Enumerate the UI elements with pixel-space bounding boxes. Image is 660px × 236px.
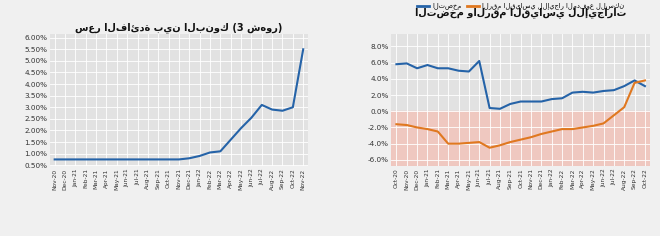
- Bar: [391, 111, 650, 166]
- Title: سعر الفائدة بين البنوك (3 شهور): سعر الفائدة بين البنوك (3 شهور): [75, 22, 282, 33]
- Title: التضخم والرقم القياسي للإيجارات: التضخم والرقم القياسي للإيجارات: [415, 7, 626, 18]
- Legend: التضخم, الرقم القياسي للإيجار المدفوع للسكن: التضخم, الرقم القياسي للإيجار المدفوع لل…: [414, 0, 627, 13]
